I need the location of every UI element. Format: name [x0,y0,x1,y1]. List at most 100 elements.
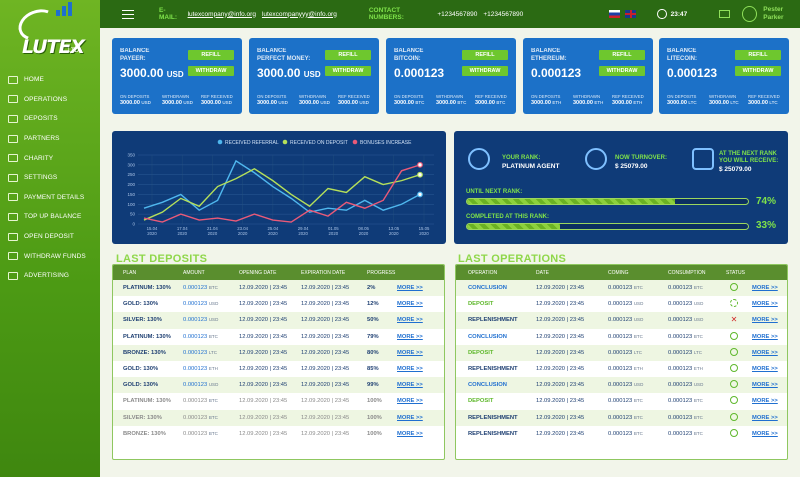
sidebar-item-open-deposit[interactable]: OPEN DEPOSIT [0,227,100,247]
deposit-plan: GOLD: 130% [123,366,159,373]
balance-stat-unit: ETH [552,100,562,105]
more-link[interactable]: MORE >> [397,414,423,421]
sidebar-item-settings[interactable]: SETTINGS [0,168,100,188]
table-row: BRONZE: 130% 0.000123 BTC 12.09.2020 | 23:… [113,426,444,442]
sidebar-item-partners[interactable]: PARTNERS [0,129,100,149]
column-header: CONSUMPTION [668,269,706,276]
email-link-1[interactable]: lutexcompany@info.org [187,10,256,18]
withdraw-button[interactable]: WITHDRAW [735,66,781,76]
mail-icon[interactable] [719,10,731,18]
operation-date: 12.09.2020 | 23:45 [536,317,585,324]
sidebar-item-advertising[interactable]: ADVERTISING [0,266,100,286]
sidebar-item-deposits[interactable]: DEPOSITS [0,109,100,129]
open-deposit-icon [8,232,18,241]
deposit-expiration-date: 12.09.2020 | 23:45 [301,301,350,308]
more-link[interactable]: MORE >> [752,285,778,292]
balance-stat-label: WITHDRAWN [709,94,737,99]
deposit-amount: 0.000123 BTC [183,415,239,421]
operation-consumption-unit: ETH [693,366,703,372]
balance-card: BALANCE PERFECT MONEY: 3000.00 USD REFILL WI… [249,38,379,114]
balance-stat-unit: LTC [769,100,778,105]
sidebar-item-home[interactable]: HOME [0,70,100,90]
more-link[interactable]: MORE >> [397,366,423,373]
balance-stat-value: 3000.00 ETH [612,100,642,106]
more-link[interactable]: MORE >> [397,333,423,340]
refill-button[interactable]: REFILL [188,50,234,60]
user-name[interactable]: Pester Parker [763,6,784,21]
deposit-opening-date: 12.09.2020 | 23:45 [239,301,288,308]
payment-details-icon [8,193,18,202]
balance-stat-label: REF RECEIVED [612,94,644,99]
more-link[interactable]: MORE >> [752,333,778,340]
withdraw-button[interactable]: WITHDRAW [462,66,508,76]
balance-card-title: BALANCE BITCOIN: [394,47,423,63]
column-header: PLAN [123,269,137,276]
balance-stat-label: ON DEPOSITS [667,94,697,99]
balance-stat-number: 3000.00 [299,100,319,106]
sidebar-item-operations[interactable]: OPERATIONS [0,90,100,110]
operation-coming: 0.000123 LTC [608,350,668,356]
last-operations-title: LAST OPERATIONS [458,253,567,265]
withdraw-button[interactable]: WITHDRAW [599,66,645,76]
operation-consumption-unit: BTC [693,285,703,291]
status-check-icon [730,331,738,340]
operation-consumption-unit: BTC [693,398,703,404]
language-ru-flag-icon[interactable] [609,10,621,18]
withdraw-button[interactable]: WITHDRAW [188,66,234,76]
table-row: REPLENISHMENT 12.09.2020 | 23:45 0.000123 … [456,312,787,329]
clock-icon [657,9,667,19]
user-avatar-icon[interactable] [742,6,758,22]
more-link[interactable]: MORE >> [397,301,423,308]
operation-coming: 0.000123 BTC [608,398,668,404]
current-time: 23:47 [670,10,688,18]
deposit-expiration-date: 12.09.2020 | 23:45 [301,285,350,292]
operation-consumption-value: 0.000123 [668,285,693,292]
balance-amount-value: 3000.00 [120,66,164,80]
refill-button[interactable]: REFILL [599,50,645,60]
sidebar-item-withdraw-funds[interactable]: WITHDRAW FUNDS [0,246,100,266]
table-row: GOLD: 130% 0.000123 USD 12.09.2020 | 23:45… [113,377,444,394]
more-link[interactable]: MORE >> [397,349,423,356]
balance-amount: 3000.00 USD [120,66,184,80]
balance-stat-label: REF RECEIVED [475,94,507,99]
more-link[interactable]: MORE >> [752,317,778,324]
deposit-amount: 0.000123 BTC [183,431,239,437]
language-en-flag-icon[interactable] [625,10,637,18]
more-link[interactable]: MORE >> [752,349,778,356]
deposit-progress: 80% [367,349,379,356]
more-link[interactable]: MORE >> [752,430,778,437]
more-link[interactable]: MORE >> [752,366,778,373]
sidebar-item-top-up-balance[interactable]: TOP UP BALANCE [0,207,100,227]
more-link[interactable]: MORE >> [752,398,778,405]
deposit-amount-value: 0.000123 [183,333,208,340]
operation-coming: 0.000123 BTC [608,285,668,291]
more-link[interactable]: MORE >> [752,301,778,308]
x-tick-label: 2020 [147,231,157,236]
balance-label: BALANCE [120,48,150,54]
more-link[interactable]: MORE >> [752,414,778,421]
balance-card-title: BALANCE LITECOIN: [667,47,697,63]
balance-stat-number: 3000.00 [120,100,140,106]
more-link[interactable]: MORE >> [397,285,423,292]
status-refresh-icon [730,299,738,308]
withdraw-button[interactable]: WITHDRAW [325,66,371,76]
email-link-2[interactable]: lutexcompanyyy@info.org [261,10,337,18]
operation-consumption-value: 0.000123 [668,398,693,405]
sidebar-item-payment-details[interactable]: PAYMENT DETAILS [0,188,100,208]
refill-button[interactable]: REFILL [462,50,508,60]
refill-button[interactable]: REFILL [325,50,371,60]
operation-consumption-value: 0.000123 [668,382,693,389]
more-link[interactable]: MORE >> [397,382,423,389]
refill-button[interactable]: REFILL [735,50,781,60]
sidebar-item-charity[interactable]: CHARITY [0,148,100,168]
sidebar-item-label: SETTINGS [24,174,58,182]
hamburger-menu-icon[interactable] [122,9,134,19]
more-link[interactable]: MORE >> [752,382,778,389]
more-link[interactable]: MORE >> [397,398,423,405]
more-link[interactable]: MORE >> [397,317,423,324]
balance-stat-label: ON DEPOSITS [394,94,424,99]
operation-coming: 0.000123 BTC [608,334,668,340]
y-tick-label: 50 [130,212,136,217]
more-link[interactable]: MORE >> [397,430,423,437]
logo[interactable]: LUTEX LTD [14,2,86,62]
